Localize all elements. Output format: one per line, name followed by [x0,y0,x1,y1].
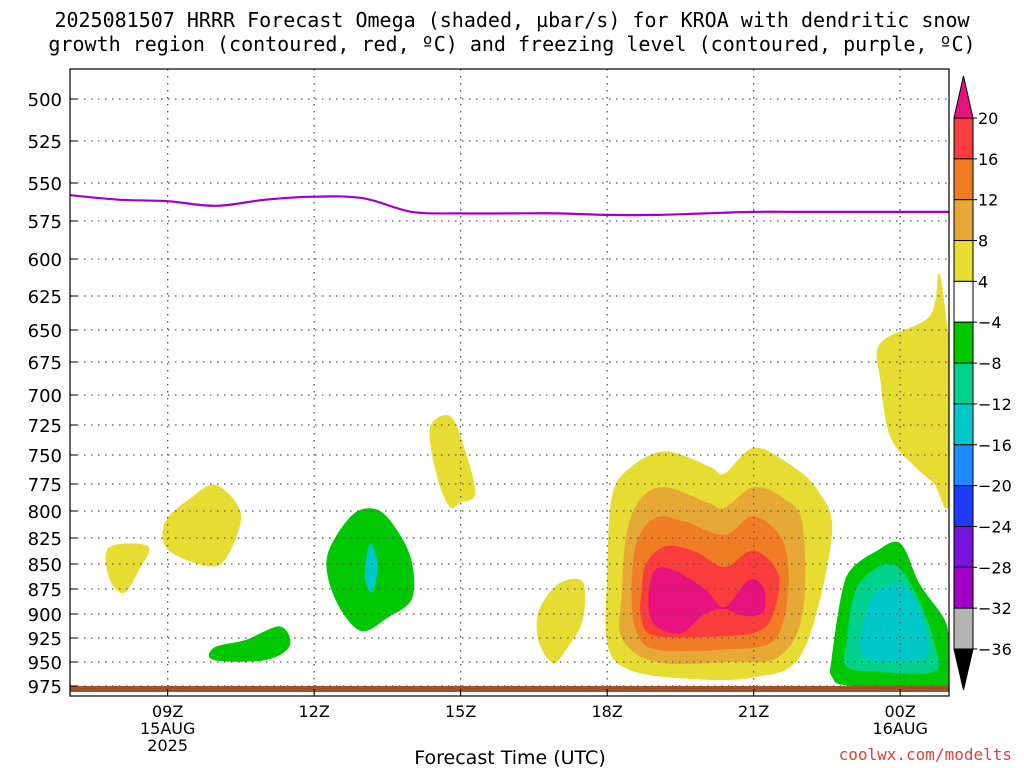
freezing-level-contour [70,194,949,217]
omega-region-5 [429,414,476,509]
x-axis-label: Forecast Time (UTC) [414,747,605,768]
x-tick-label-24-0: 00Z [885,702,916,721]
y-tick-label-525: 525 [28,132,62,153]
colorbar-top-arrow [953,75,974,119]
colorbar-bin-2 [953,158,974,201]
y-tick-label-925: 925 [28,629,62,650]
x-tick-label-9-0: 09Z [152,702,183,721]
y-tick-label-600: 600 [28,250,62,271]
x-tick-label-15-0: 15Z [445,702,476,721]
y-tick-label-950: 950 [28,653,62,674]
colorbar-bin-9 [953,444,974,487]
colorbar-label-0: 20 [978,109,998,128]
colorbar-bin-10 [953,485,974,527]
y-tick-label-675: 675 [28,353,62,374]
chart-title-line-1: 2025081507 HRRR Forecast Omega (shaded, … [54,8,970,32]
x-tick-label-24-1: 16AUG [872,719,927,738]
colorbar-label-10: −24 [978,517,1012,536]
colorbar-bin-6 [953,321,974,364]
colorbar-legend: 20 16 12 8 4 −4 −8 −12 −16 −20 −24 −28 −32 −36 [953,75,1012,691]
colorbar-label-9: −20 [978,477,1012,496]
colorbar-label-11: −28 [978,558,1012,577]
colorbar-label-2: 12 [978,191,998,210]
omega-region-2 [208,626,291,662]
colorbar-bin-8 [953,403,974,446]
x-tick-label-18-0: 18Z [592,702,623,721]
colorbar-bin-5 [953,280,974,323]
colorbar-label-4: 4 [978,272,988,291]
y-tick-label-975: 975 [28,677,62,698]
omega-shaded-regions [105,273,949,690]
y-tick-label-500: 500 [28,90,62,111]
colorbar-label-12: −32 [978,599,1012,618]
y-tick-label-550: 550 [28,174,62,195]
colorbar-label-13: −36 [978,640,1012,659]
x-tick-label-21-0: 21Z [738,702,769,721]
colorbar-bin-3 [953,199,974,242]
y-tick-label-900: 900 [28,605,62,626]
y-tick-label-775: 775 [28,475,62,496]
colorbar-bin-4 [953,240,974,282]
y-tick-label-800: 800 [28,502,62,523]
omega-region-11 [648,567,766,634]
colorbar-bin-13 [953,607,974,650]
omega-region-1 [162,484,242,567]
y-tick-label-850: 850 [28,555,62,576]
surface-band [70,686,949,692]
omega-region-15 [876,273,949,509]
y-tick-label-650: 650 [28,321,62,342]
colorbar-bin-1 [953,117,974,160]
freezing-level-line [70,194,949,217]
omega-region-14 [859,583,929,662]
omega-region-4 [364,543,378,593]
colorbar-bin-12 [953,566,974,609]
colorbar-bin-11 [953,525,974,568]
y-tick-label-725: 725 [28,416,62,437]
colorbar-label-7: −12 [978,395,1012,414]
omega-region-6 [536,578,586,664]
x-tick-label-12-0: 12Z [299,702,330,721]
colorbar-label-5: −4 [978,313,1002,332]
x-tick-label-9-2: 2025 [147,736,188,755]
y-tick-label-575: 575 [28,212,62,233]
y-tick-label-825: 825 [28,529,62,550]
x-tick-label-9-1: 15AUG [140,719,195,738]
surface-layer [70,686,949,692]
y-tick-label-700: 700 [28,386,62,407]
chart-title: 2025081507 HRRR Forecast Omega (shaded, … [0,8,1024,56]
colorbar-bin-7 [953,362,974,405]
colorbar-label-8: −16 [978,436,1012,455]
colorbar-label-3: 8 [978,232,988,251]
y-tick-label-750: 750 [28,446,62,467]
omega-region-0 [105,543,150,594]
chart-title-line-2: growth region (contoured, red, ºC) and f… [48,32,976,56]
y-axis-ticks: 500 525 550 575 600 625 650 675 700 725 750 775 800 8… [28,90,77,698]
colorbar-bottom-arrow [953,648,974,691]
y-tick-label-875: 875 [28,580,62,601]
plot-frame [69,68,950,697]
colorbar-label-1: 16 [978,150,998,169]
y-tick-label-625: 625 [28,287,62,308]
colorbar-label-6: −8 [978,354,1002,373]
credit-text: coolwx.com/modelts [838,745,1012,764]
